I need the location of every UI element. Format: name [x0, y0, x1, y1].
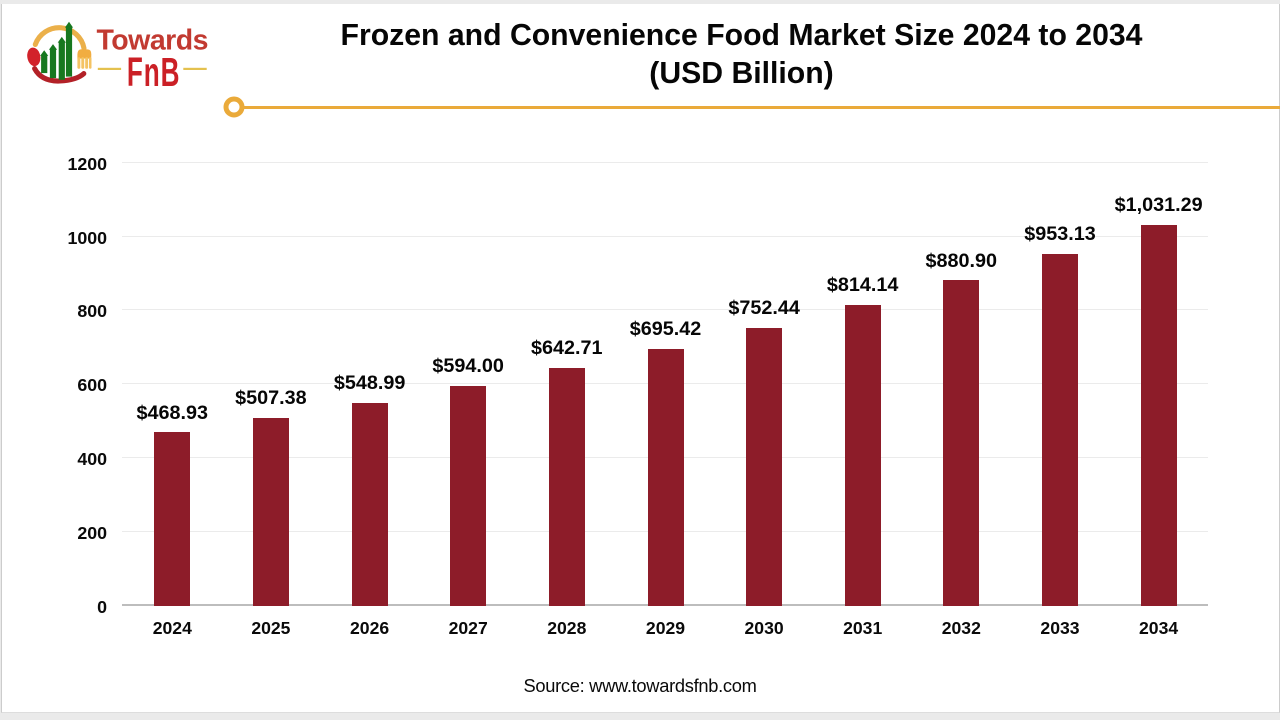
- svg-text:FnB: FnB: [127, 50, 180, 92]
- svg-text:Towards: Towards: [97, 24, 209, 56]
